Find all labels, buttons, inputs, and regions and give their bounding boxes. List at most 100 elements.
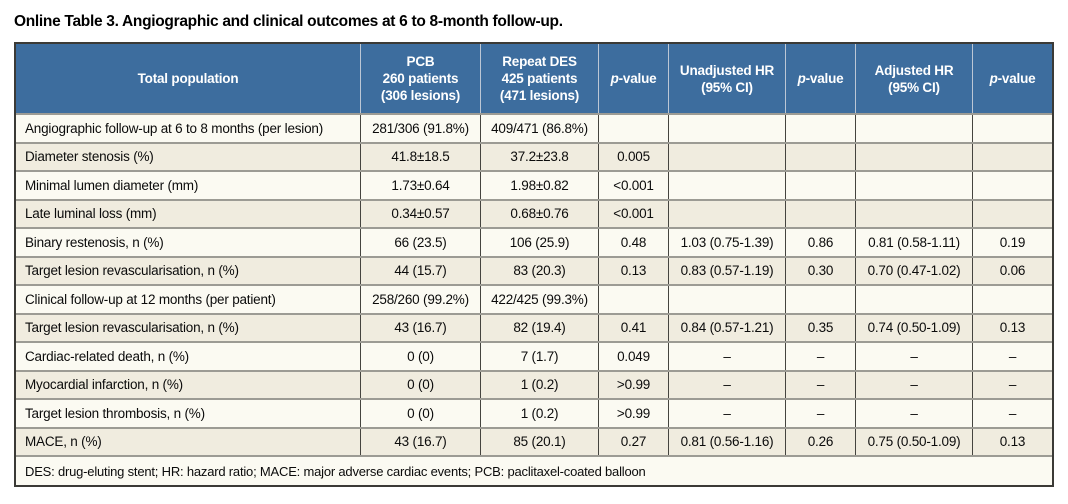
table-cell: [599, 115, 669, 142]
table-cell: 0.70 (0.47-1.02): [856, 257, 973, 284]
table-cell: 0.68±0.76: [481, 200, 599, 227]
table-cell: 0.13: [599, 257, 669, 284]
table-cell: [669, 200, 786, 227]
table-cell: 0.13: [999, 434, 1026, 450]
table-cell: –: [856, 371, 973, 398]
table-cell: [856, 172, 973, 199]
table-cell: –: [1008, 348, 1017, 364]
table-row: Clinical follow-up at 12 months (per pat…: [16, 286, 1052, 315]
column-header-line: Total population: [137, 71, 239, 86]
table-cell: –: [669, 343, 786, 370]
table-cell: 106 (25.9): [481, 229, 599, 256]
column-header-line: p-value: [610, 71, 657, 86]
table-cell: 0 (0): [361, 371, 481, 398]
table-cell: 0.86: [786, 229, 856, 256]
table-footnote: DES: drug-eluting stent; HR: hazard rati…: [16, 457, 1052, 485]
table-cell: 0.06: [999, 263, 1026, 279]
table-cell: [786, 200, 856, 227]
column-header-line: (471 lesions): [499, 88, 580, 103]
table-row: Myocardial infarction, n (%) 0 (0) 1 (0.2)…: [16, 371, 1052, 400]
table-cell: 41.8±18.5: [361, 143, 481, 170]
table-cell: –: [669, 371, 786, 398]
table-title: Online Table 3. Angiographic and clinica…: [14, 13, 563, 30]
row-label: Cardiac-related death, n (%): [16, 343, 361, 370]
table-cell: 0.34±0.57: [361, 200, 481, 227]
table-cell: >0.99: [599, 371, 669, 398]
table-cell: –: [856, 400, 973, 427]
table-cell: 0.81 (0.56-1.16): [669, 428, 786, 455]
row-label: Clinical follow-up at 12 months (per pat…: [16, 286, 361, 313]
table-row: Binary restenosis, n (%) 66 (23.5) 106 (25…: [16, 229, 1052, 258]
table-row: Target lesion thrombosis, n (%) 0 (0) 1 (0…: [16, 400, 1052, 429]
table-cell: 83 (20.3): [481, 257, 599, 284]
column-header-p-value-1: p-value: [599, 44, 669, 113]
table-row: Late luminal loss (mm) 0.34±0.57 0.68±0.76…: [16, 200, 1052, 229]
table-cell: >0.99: [599, 400, 669, 427]
table-cell: 0.84 (0.57-1.21): [669, 314, 786, 341]
table-cell: [856, 143, 973, 170]
table-cell: –: [786, 400, 856, 427]
column-header-line: p-value: [797, 71, 844, 86]
column-header-p-value-3: p-value: [973, 44, 1052, 113]
row-label: Myocardial infarction, n (%): [16, 371, 361, 398]
table-cell: 0.13: [999, 320, 1026, 336]
table-cell: 0.30: [786, 257, 856, 284]
table-cell: 85 (20.1): [481, 428, 599, 455]
table-row: Target lesion revascularisation, n (%) 43…: [16, 314, 1052, 343]
column-header-p-value-2: p-value: [786, 44, 856, 113]
column-header-repeat-des: Repeat DES 425 patients (471 lesions): [481, 44, 599, 113]
column-header-line: (306 lesions): [380, 88, 461, 103]
table-cell: <0.001: [599, 172, 669, 199]
column-header-line: p-value: [989, 71, 1036, 86]
table-cell: [973, 115, 1052, 142]
table-row: Diameter stenosis (%) 41.8±18.5 37.2±23.8 0…: [16, 143, 1052, 172]
table-cell: [973, 172, 1052, 199]
table-row: Cardiac-related death, n (%) 0 (0) 7 (1.7)…: [16, 343, 1052, 372]
table-cell: 0.48: [599, 229, 669, 256]
table-cell: –: [856, 343, 973, 370]
table-cell: –: [786, 343, 856, 370]
column-header-line: 260 patients: [382, 71, 459, 86]
table-row: Angiographic follow-up at 6 to 8 months …: [16, 115, 1052, 144]
table-cell: [669, 143, 786, 170]
table-cell: 43 (16.7): [361, 314, 481, 341]
table-cell: 258/260 (99.2%): [361, 286, 481, 313]
table-cell: 82 (19.4): [481, 314, 599, 341]
table-cell: [856, 286, 973, 313]
column-header-line: PCB: [406, 54, 435, 69]
table-cell: [786, 115, 856, 142]
table-cell: 0.19: [999, 234, 1026, 250]
table-cell: 422/425 (99.3%): [481, 286, 599, 313]
table-cell: [973, 201, 1052, 228]
column-header-line: (95% CI): [888, 79, 940, 95]
table-cell: 0 (0): [361, 343, 481, 370]
table-cell: [669, 172, 786, 199]
table-cell: [973, 286, 1052, 313]
table-cell: 0.26: [786, 428, 856, 455]
row-label: Target lesion thrombosis, n (%): [16, 400, 361, 427]
row-label: Target lesion revascularisation, n (%): [16, 314, 361, 341]
table-row: Target lesion revascularisation, n (%) 44…: [16, 257, 1052, 286]
table-cell: [599, 286, 669, 313]
table-row: MACE, n (%) 43 (16.7) 85 (20.1) 0.27 0.81 (0…: [16, 428, 1052, 457]
column-header-pcb: PCB 260 patients (306 lesions): [361, 44, 481, 113]
table-header-row: Total population PCB 260 patients (306 lesi…: [16, 44, 1052, 115]
footnote-text: DES: drug-eluting stent; HR: hazard rati…: [25, 463, 646, 479]
table-cell: [856, 115, 973, 142]
table-cell: 37.2±23.8: [481, 143, 599, 170]
row-label: Binary restenosis, n (%): [16, 229, 361, 256]
column-header-line: Adjusted HR: [874, 62, 954, 78]
table-cell: –: [669, 400, 786, 427]
table-cell: 0.41: [599, 314, 669, 341]
row-label: MACE, n (%): [16, 428, 361, 455]
table-cell: 409/471 (86.8%): [481, 115, 599, 142]
table-cell: [786, 286, 856, 313]
table-cell: 1.03 (0.75-1.39): [669, 229, 786, 256]
column-header-line: Unadjusted HR: [679, 62, 775, 78]
column-header-line: 425 patients: [501, 71, 578, 86]
table-cell: 0.27: [599, 428, 669, 455]
table-cell: [973, 144, 1052, 171]
table-cell: 1.98±0.82: [481, 172, 599, 199]
row-label: Minimal lumen diameter (mm): [16, 172, 361, 199]
